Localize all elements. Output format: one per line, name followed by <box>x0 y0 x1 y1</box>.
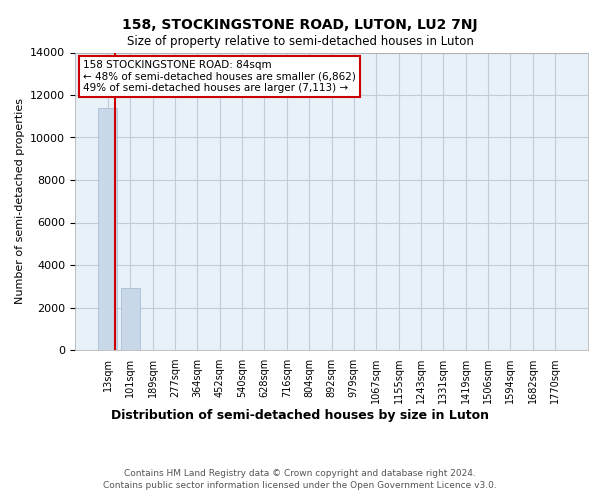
Bar <box>98 108 118 350</box>
Bar <box>121 288 140 350</box>
Text: Contains public sector information licensed under the Open Government Licence v3: Contains public sector information licen… <box>103 481 497 490</box>
Text: Contains HM Land Registry data © Crown copyright and database right 2024.: Contains HM Land Registry data © Crown c… <box>124 468 476 477</box>
Text: Distribution of semi-detached houses by size in Luton: Distribution of semi-detached houses by … <box>111 410 489 422</box>
Text: 158, STOCKINGSTONE ROAD, LUTON, LU2 7NJ: 158, STOCKINGSTONE ROAD, LUTON, LU2 7NJ <box>122 18 478 32</box>
Text: 158 STOCKINGSTONE ROAD: 84sqm
← 48% of semi-detached houses are smaller (6,862)
: 158 STOCKINGSTONE ROAD: 84sqm ← 48% of s… <box>83 60 356 93</box>
Text: Size of property relative to semi-detached houses in Luton: Size of property relative to semi-detach… <box>127 35 473 48</box>
Y-axis label: Number of semi-detached properties: Number of semi-detached properties <box>14 98 25 304</box>
